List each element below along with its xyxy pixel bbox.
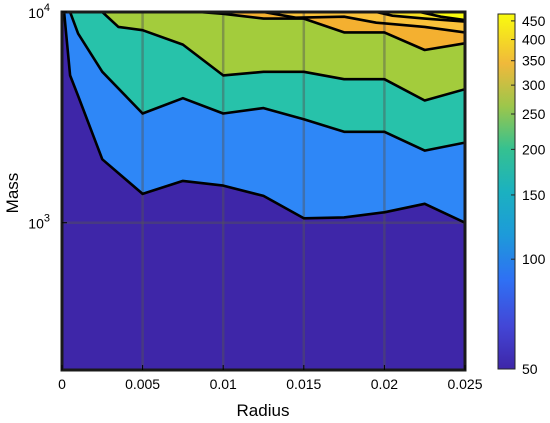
colorbar-tick-label: 450 [522,13,546,29]
colorbar-tick-label: 250 [522,106,546,122]
y-tick-label: 104 [28,2,50,21]
colorbar: 50 100 150 200 250 300 350 400 450 [497,13,546,377]
y-axis-ticks: 103 104 [28,2,67,232]
x-axis-label: Radius [237,401,290,420]
x-tick-label: 0.02 [371,376,398,392]
filled-contour-bands [62,12,465,370]
contour-line-6 [376,12,465,23]
colorbar-ticks: 50 100 150 200 250 300 350 400 450 [511,13,546,377]
contour-line-3 [101,12,465,102]
x-tick-label: 0.01 [210,376,237,392]
x-tick-label: 0.005 [125,376,160,392]
plot-area [60,10,467,372]
contour-line-7 [419,12,465,22]
plot-frame [60,10,467,372]
contour-lines [62,12,465,224]
colorbar-tick-label: 150 [522,187,546,203]
contour-line-1 [62,12,465,224]
contour-line-4 [198,12,465,52]
y-tick-label: 103 [28,213,50,232]
colorbar-gradient [497,13,516,370]
colorbar-tick-label: 350 [522,53,546,69]
colorbar-tick-label: 50 [522,361,538,377]
colorbar-tick-label: 400 [522,32,546,48]
colorbar-tick-label: 200 [522,141,546,157]
y-axis-label: Mass [3,173,22,214]
x-tick-label: 0.025 [447,376,482,392]
x-tick-label: 0.015 [286,376,321,392]
colorbar-tick-label: 300 [522,77,546,93]
contour-line-2 [68,12,465,152]
x-tick-label: 0 [58,376,66,392]
contour-line-5 [263,12,465,34]
x-axis-ticks: 0 0.005 0.01 0.015 0.02 0.025 [58,365,483,392]
colorbar-tick-label: 100 [522,251,546,267]
